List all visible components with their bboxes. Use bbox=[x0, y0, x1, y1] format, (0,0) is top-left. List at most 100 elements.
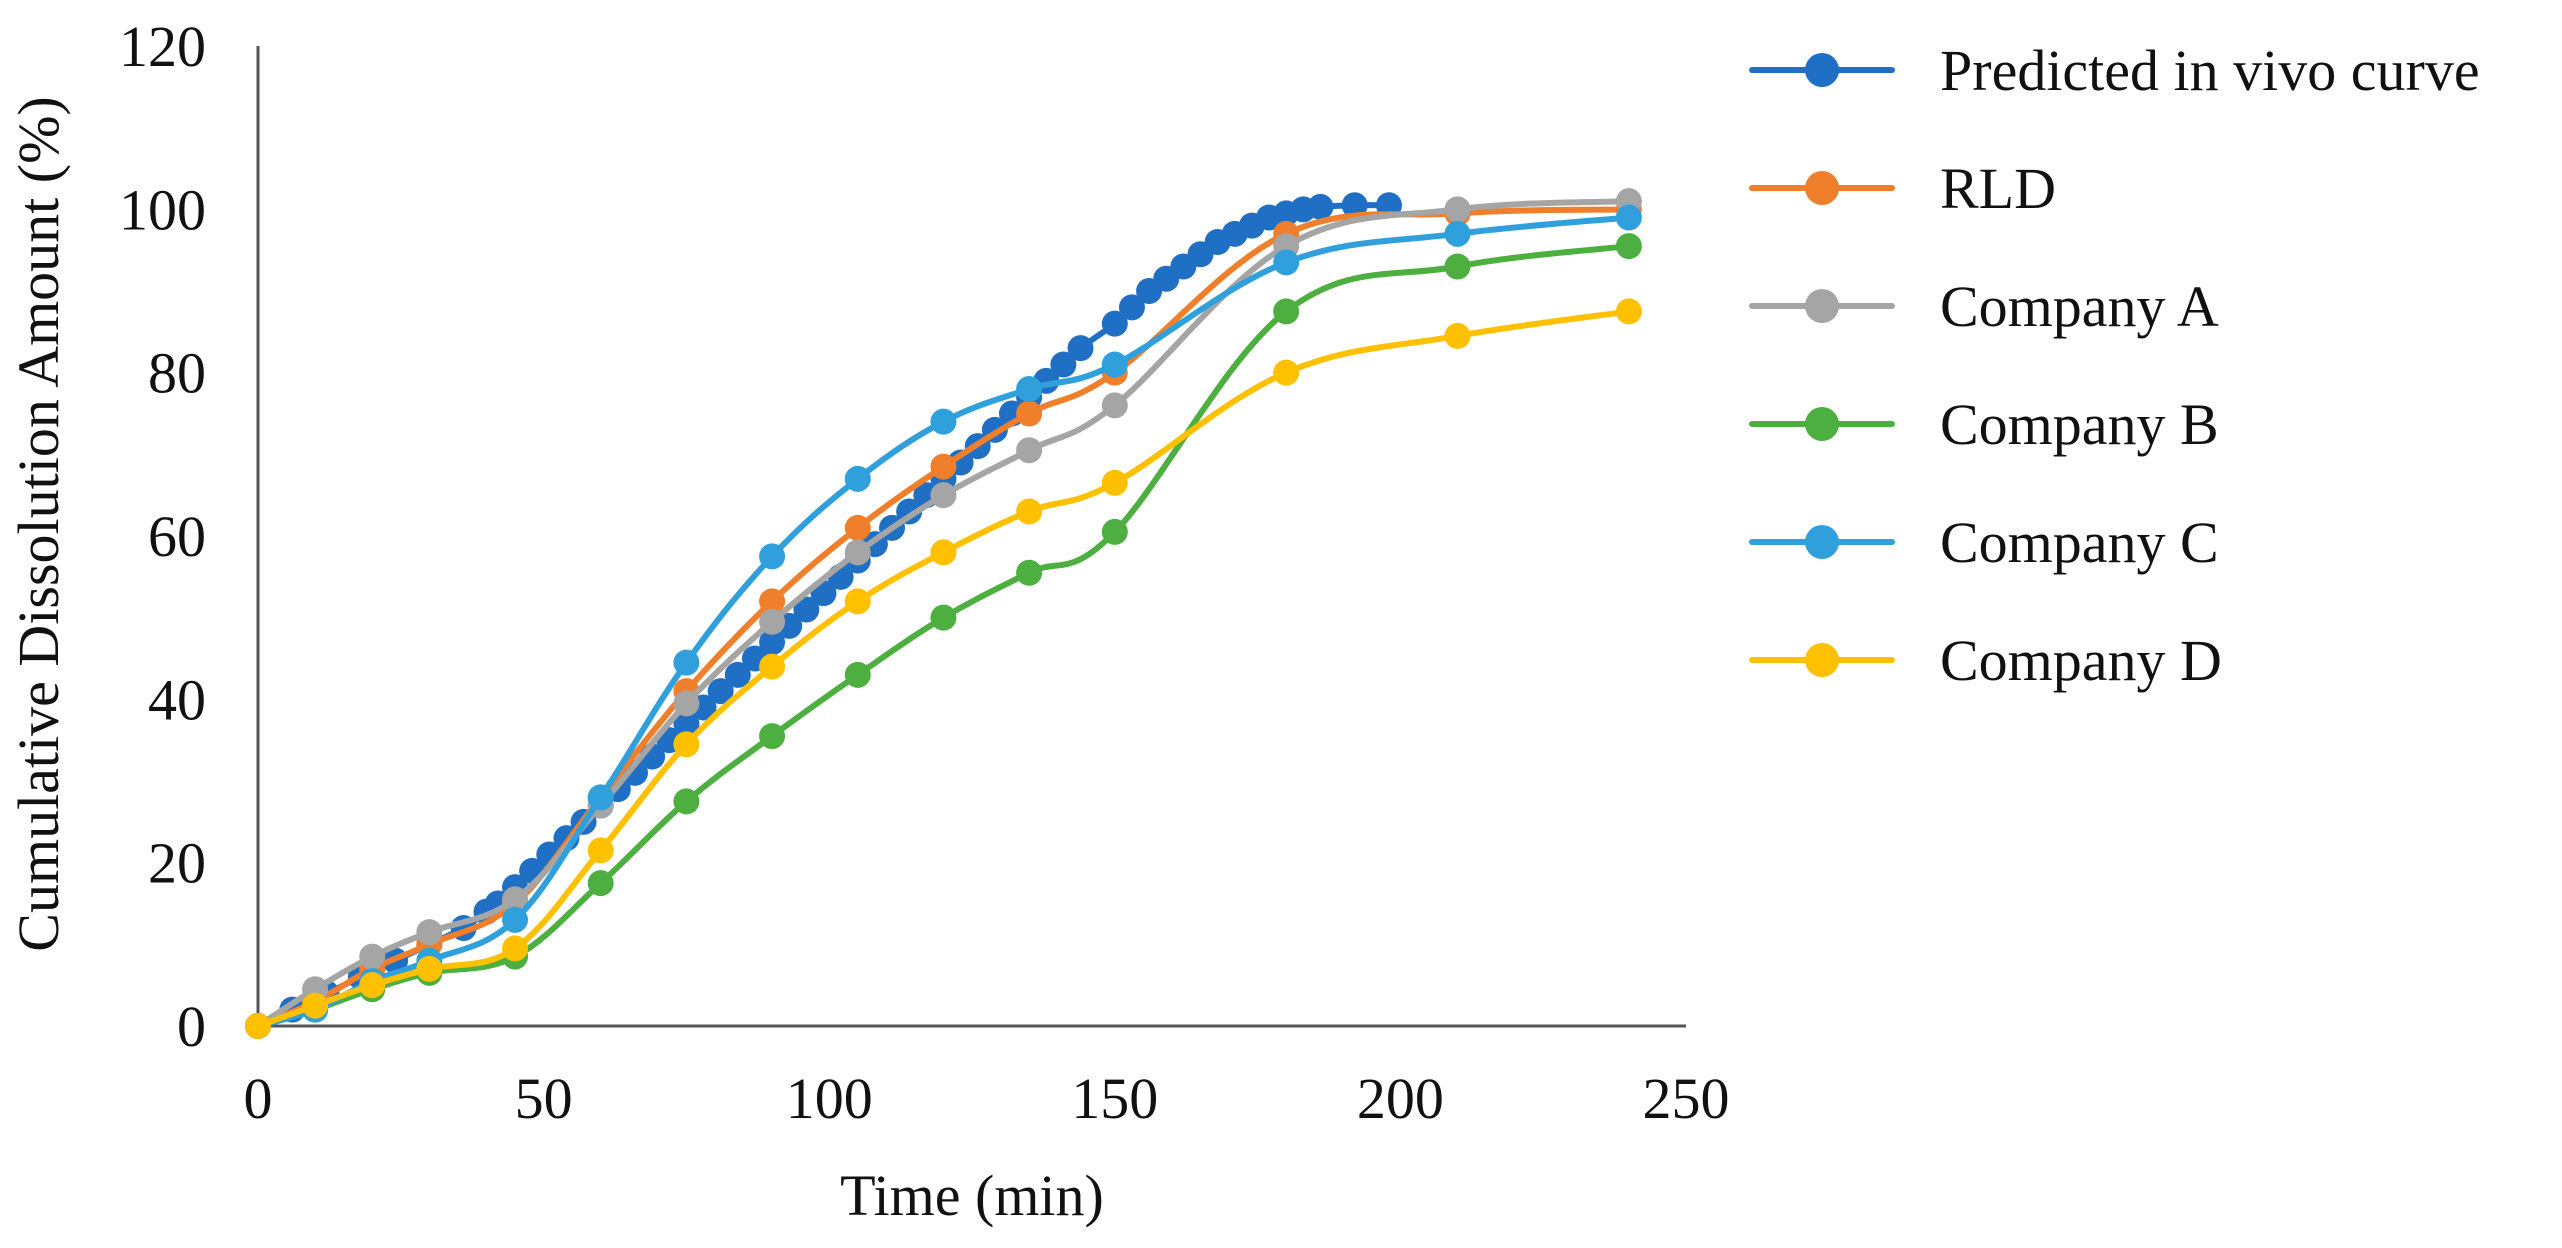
data-point bbox=[1444, 220, 1471, 247]
data-point bbox=[759, 629, 786, 656]
data-point bbox=[724, 661, 751, 688]
data-point bbox=[1101, 310, 1128, 337]
legend-marker bbox=[1805, 171, 1839, 205]
legend-item: Predicted in vivo curve bbox=[1749, 38, 2480, 103]
data-point bbox=[502, 906, 529, 933]
legend-label: Company D bbox=[1940, 628, 2222, 693]
legend-label: Company B bbox=[1940, 392, 2219, 457]
legend: Predicted in vivo curve RLD Company A Compa… bbox=[1749, 38, 2480, 693]
data-point bbox=[1273, 249, 1300, 276]
data-point bbox=[930, 453, 957, 480]
data-point bbox=[1615, 204, 1642, 231]
data-point bbox=[759, 588, 786, 615]
data-point bbox=[1067, 335, 1094, 362]
data-point bbox=[673, 710, 700, 737]
y-axis-title: Cumulative Dissolution Amount (%) bbox=[6, 96, 71, 951]
data-point bbox=[1050, 351, 1077, 378]
data-point bbox=[673, 731, 700, 758]
data-point bbox=[1016, 400, 1043, 427]
data-point bbox=[930, 408, 957, 435]
data-point bbox=[1341, 192, 1368, 219]
y-tick-label: 100 bbox=[119, 177, 206, 242]
data-point bbox=[844, 514, 871, 541]
data-point bbox=[930, 539, 957, 566]
data-point bbox=[1016, 559, 1043, 586]
data-point bbox=[359, 943, 386, 970]
series-company-b bbox=[245, 233, 1642, 1039]
legend-item: Company A bbox=[1749, 274, 2219, 339]
x-tick-label: 50 bbox=[515, 1066, 573, 1131]
legend-marker bbox=[1805, 643, 1839, 677]
data-point bbox=[359, 972, 386, 999]
legend-label: Company A bbox=[1940, 274, 2219, 339]
data-point bbox=[587, 784, 614, 811]
x-tick-label: 200 bbox=[1357, 1066, 1444, 1131]
legend-item: Company C bbox=[1749, 510, 2219, 575]
data-point bbox=[673, 788, 700, 815]
legend-item: Company B bbox=[1749, 392, 2219, 457]
data-point bbox=[245, 1013, 271, 1039]
data-point bbox=[1444, 253, 1471, 280]
legend-label: Company C bbox=[1940, 510, 2219, 575]
data-point bbox=[707, 678, 734, 705]
data-point bbox=[1101, 351, 1128, 378]
data-point bbox=[1101, 392, 1128, 419]
data-point bbox=[673, 649, 700, 676]
data-point bbox=[793, 596, 820, 623]
data-point bbox=[844, 588, 871, 615]
data-point bbox=[1016, 437, 1043, 464]
data-point bbox=[759, 543, 786, 570]
data-point bbox=[302, 992, 329, 1019]
axes: 0 20 40 60 80 100 120 0 50 100 150 200 250 bbox=[119, 14, 1730, 1131]
data-point bbox=[759, 608, 786, 635]
y-tick-label: 80 bbox=[148, 341, 206, 406]
data-point bbox=[1016, 376, 1043, 402]
series-predicted-in-vivo-curve bbox=[245, 192, 1402, 1039]
series-company-d bbox=[245, 298, 1642, 1039]
x-tick-label: 250 bbox=[1643, 1066, 1730, 1131]
legend-marker bbox=[1805, 525, 1839, 559]
x-tick-label: 150 bbox=[1071, 1066, 1158, 1131]
y-tick-label: 20 bbox=[148, 831, 206, 896]
data-point bbox=[1118, 294, 1145, 321]
data-point bbox=[1101, 518, 1128, 545]
series-line bbox=[255, 243, 1632, 1029]
x-tick-label: 100 bbox=[786, 1066, 873, 1131]
data-point bbox=[1101, 469, 1128, 496]
data-point bbox=[844, 539, 871, 566]
legend-item: RLD bbox=[1749, 156, 2056, 221]
legend-marker bbox=[1805, 289, 1839, 323]
data-point bbox=[1444, 322, 1471, 349]
y-tick-label: 60 bbox=[148, 504, 206, 569]
data-point bbox=[930, 604, 957, 631]
data-point bbox=[844, 465, 871, 492]
data-point bbox=[1273, 298, 1300, 325]
legend-item: Company D bbox=[1749, 628, 2222, 693]
data-point bbox=[673, 690, 700, 717]
data-point bbox=[844, 661, 871, 688]
data-point bbox=[759, 723, 786, 750]
data-point bbox=[587, 870, 614, 897]
x-axis-title: Time (min) bbox=[840, 1163, 1104, 1228]
data-point bbox=[759, 653, 786, 680]
y-tick-label: 120 bbox=[119, 14, 206, 79]
data-point bbox=[502, 935, 529, 962]
data-point bbox=[416, 919, 443, 946]
legend-label: RLD bbox=[1940, 156, 2056, 221]
series-layer bbox=[245, 188, 1642, 1039]
y-tick-label: 40 bbox=[148, 667, 206, 732]
data-point bbox=[1273, 359, 1300, 386]
y-tick-label: 0 bbox=[177, 994, 206, 1059]
data-point bbox=[502, 886, 529, 913]
legend-marker bbox=[1805, 407, 1839, 441]
legend-marker bbox=[1805, 53, 1839, 87]
data-point bbox=[1444, 196, 1471, 223]
data-point bbox=[1615, 233, 1642, 260]
series-line bbox=[255, 202, 1392, 1029]
x-tick-label: 0 bbox=[244, 1066, 273, 1131]
legend-label: Predicted in vivo curve bbox=[1940, 38, 2480, 103]
data-point bbox=[587, 837, 614, 864]
data-point bbox=[1615, 298, 1642, 325]
